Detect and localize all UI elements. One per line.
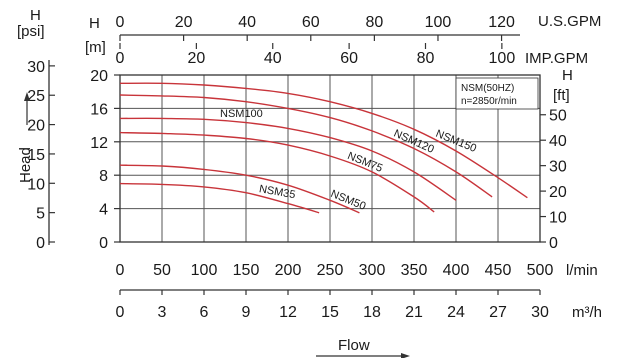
- lmin-tick-label: 350: [401, 262, 428, 279]
- m3h-tick-label: 24: [447, 304, 465, 321]
- lmin-tick-label: 300: [359, 262, 386, 279]
- m3h-tick-label: 12: [279, 304, 297, 321]
- head-arrow-icon: [24, 92, 30, 101]
- ft-tick-label: 20: [549, 184, 567, 201]
- psi-tick-label: 0: [36, 235, 45, 252]
- impgpm-tick-label: 100: [489, 50, 516, 67]
- curve-nsm150: [119, 82, 528, 199]
- lmin-unit-label: l/min: [566, 262, 598, 279]
- curve-nsm120: [119, 94, 493, 198]
- lmin-tick-label: 500: [527, 262, 554, 279]
- legend-line-1: NSM(50HZ): [461, 83, 514, 94]
- m3h-axis: 0 3 6 9 12 15 18 21 24 27 30 m³/h: [116, 289, 602, 321]
- psi-axis-header: H: [30, 7, 41, 24]
- lmin-tick-label: 50: [153, 262, 171, 279]
- lmin-tick-label: 200: [275, 262, 302, 279]
- flow-arrow-icon: [401, 353, 410, 358]
- usgpm-tick-label: 0: [116, 14, 125, 31]
- head-label: Head: [17, 147, 34, 183]
- lmin-tick-label: 100: [191, 262, 218, 279]
- m-tick-label: 0: [99, 235, 108, 252]
- impgpm-ticks: 0 20 40 60 80 100: [116, 43, 516, 67]
- ft-tick-label: 0: [549, 235, 558, 252]
- impgpm-tick-label: 40: [264, 50, 282, 67]
- usgpm-tick-label: 20: [175, 14, 193, 31]
- m-tick-label: 20: [90, 68, 108, 85]
- impgpm-tick-label: 20: [187, 50, 205, 67]
- curve-label-nsm100: NSM100: [220, 108, 263, 120]
- m-axis-unit: [m]: [85, 39, 106, 56]
- lmin-tick-label: 400: [443, 262, 470, 279]
- psi-tick-label: 30: [27, 59, 45, 76]
- usgpm-tick-label: 120: [488, 14, 515, 31]
- impgpm-tick-label: 0: [116, 50, 125, 67]
- ft-ticks: 0 10 20 30 40 50: [540, 108, 567, 252]
- m-axis-header-group: H [m]: [85, 15, 106, 56]
- ft-tick-label: 10: [549, 210, 567, 227]
- psi-tick-label: 5: [36, 206, 45, 223]
- m-tick-label: 16: [90, 101, 108, 118]
- usgpm-tick-label: 80: [365, 14, 383, 31]
- curve-nsm35: [119, 182, 320, 214]
- m-ticks: 0 4 8 12 16 20: [90, 68, 120, 252]
- usgpm-ticks: 0 20 40 60 80 100 120: [116, 14, 515, 41]
- usgpm-tick-label: 40: [238, 14, 256, 31]
- psi-axis: H [psi] 0 5 10 15 20 25 30: [17, 7, 55, 252]
- legend-box: [455, 77, 539, 110]
- impgpm-tick-label: 60: [340, 50, 358, 67]
- m-tick-label: 4: [99, 202, 108, 219]
- psi-tick-label: 25: [27, 88, 45, 105]
- m-tick-label: 8: [99, 168, 108, 185]
- ft-axis-header-group: H [ft]: [553, 67, 573, 104]
- m3h-tick-label: 3: [158, 304, 167, 321]
- plot-frame: [119, 74, 541, 243]
- impgpm-unit-label: IMP.GPM: [525, 50, 588, 67]
- usgpm-axis: 0 20 40 60 80 100 120 U.S.GPM: [116, 13, 601, 41]
- usgpm-tick-label: 60: [302, 14, 320, 31]
- m3h-tick-label: 21: [405, 304, 423, 321]
- psi-tick-label: 20: [27, 118, 45, 135]
- curves: [119, 82, 528, 214]
- m-tick-label: 12: [90, 135, 108, 152]
- impgpm-tick-label: 80: [417, 50, 435, 67]
- legend-line-2: n=2850r/min: [461, 96, 517, 107]
- lmin-tick-label: 0: [116, 262, 125, 279]
- ft-axis-unit: [ft]: [553, 87, 570, 104]
- lmin-ticks: 0 50 100 150 200 250 300 350 400 450 500: [116, 262, 554, 279]
- m3h-tick-label: 15: [321, 304, 339, 321]
- m-axis-header: H: [89, 15, 100, 32]
- chart-grid: [120, 75, 540, 242]
- ft-axis-header: H: [562, 67, 573, 84]
- flow-label: Flow: [338, 337, 370, 354]
- m3h-ticks: 0 3 6 9 12 15 18 21 24 27 30: [116, 290, 549, 321]
- psi-axis-unit: [psi]: [17, 23, 45, 40]
- impgpm-axis: 0 20 40 60 80 100 IMP.GPM: [116, 43, 588, 67]
- ft-tick-label: 50: [549, 108, 567, 125]
- m3h-tick-label: 18: [363, 304, 381, 321]
- psi-tick-label: 10: [27, 176, 45, 193]
- lmin-tick-label: 250: [317, 262, 344, 279]
- ft-tick-label: 40: [549, 133, 567, 150]
- m3h-tick-label: 6: [200, 304, 209, 321]
- m3h-tick-label: 9: [242, 304, 251, 321]
- lmin-tick-label: 450: [485, 262, 512, 279]
- lmin-tick-label: 150: [233, 262, 260, 279]
- m3h-tick-label: 30: [531, 304, 549, 321]
- psi-tick-label: 15: [27, 147, 45, 164]
- head-axis-title: Head: [17, 92, 34, 183]
- curve-nsm75: [119, 131, 435, 213]
- legend: NSM(50HZ) n=2850r/min: [455, 77, 539, 110]
- psi-ticks: 0 5 10 15 20 25 30: [27, 59, 55, 252]
- curve-nsm50: [119, 164, 360, 214]
- curve-nsm100: [119, 117, 457, 201]
- m3h-tick-label: 0: [116, 304, 125, 321]
- ft-tick-label: 30: [549, 159, 567, 176]
- usgpm-unit-label: U.S.GPM: [538, 13, 601, 30]
- usgpm-tick-label: 100: [425, 14, 452, 31]
- m3h-tick-label: 27: [489, 304, 507, 321]
- m3h-unit-label: m³/h: [572, 304, 602, 321]
- flow-axis-title: Flow: [316, 337, 410, 358]
